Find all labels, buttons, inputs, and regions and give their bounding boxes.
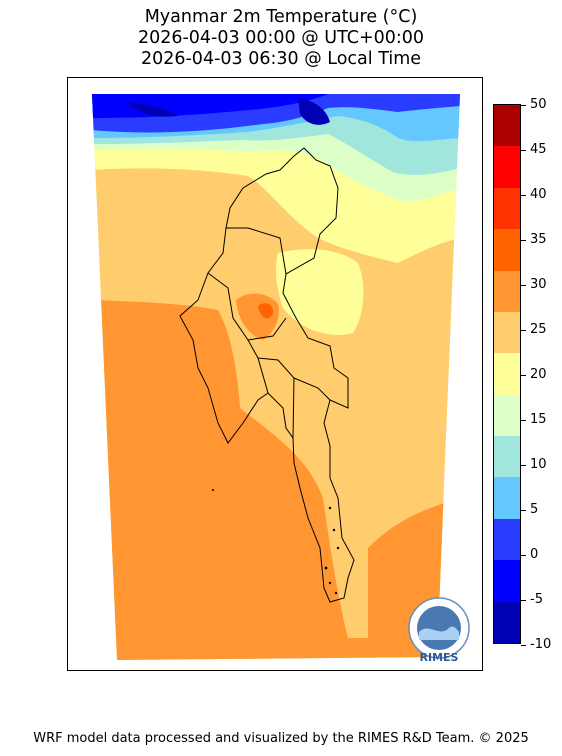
colorbar-tick-label: 10	[530, 456, 547, 472]
region-line-east	[293, 377, 331, 401]
island-markers	[212, 489, 340, 595]
title-line-utc-time: 2026-04-03 00:00 @ UTC+00:00	[137, 28, 425, 48]
map-title: Myanmar 2m Temperature (°C) 2026-04-03 0…	[0, 7, 562, 70]
admin-boundaries	[179, 147, 355, 603]
title-line-local-time: 2026-04-03 06:30 @ Local Time	[140, 49, 422, 69]
temp-zone-30-35-ocean	[92, 300, 460, 660]
colorbar-tick	[521, 194, 526, 196]
colorbar-tick-label: 20	[530, 366, 547, 382]
colorbar-tick	[521, 239, 526, 241]
region-line-south	[257, 357, 295, 439]
rimes-logo: RIMES	[408, 597, 470, 664]
region-line-north	[226, 227, 287, 275]
temp-zone-minus10-minus5-west	[128, 102, 178, 117]
colorbar-bin	[494, 353, 520, 395]
colorbar-tick	[521, 284, 526, 286]
map-panel: RIMES	[67, 77, 483, 671]
colorbar-tick	[521, 419, 526, 421]
colorbar-tick	[521, 509, 526, 511]
colorbar-tick-label: -10	[530, 636, 552, 652]
colorbar-tick	[521, 149, 526, 151]
colorbar-bin	[494, 518, 520, 561]
colorbar-bin	[494, 394, 520, 437]
temperature-map: RIMES	[92, 94, 470, 664]
colorbar-bin	[494, 560, 520, 602]
colorbar-bin	[494, 601, 520, 643]
colorbar-bin	[494, 477, 520, 519]
myanmar-border	[179, 147, 355, 603]
colorbar-bin	[494, 311, 520, 354]
colorbar-tick	[521, 599, 526, 601]
temp-zone-20-25-east	[275, 249, 364, 336]
colorbar-tick	[521, 104, 526, 106]
rimes-logo-text: RIMES	[420, 651, 459, 664]
colorbar-tick-label: 15	[530, 411, 547, 427]
colorbar-tick-label: 40	[530, 186, 547, 202]
colorbar-tick-label: 30	[530, 276, 547, 292]
colorbar-bin	[494, 187, 520, 230]
colorbar-tick	[521, 329, 526, 331]
title-line-parameter: Myanmar 2m Temperature (°C)	[144, 7, 418, 27]
colorbar-bin	[494, 105, 520, 147]
colorbar-tick-label: 5	[530, 501, 539, 517]
temp-zone-minus10-minus5	[298, 98, 330, 125]
colorbar-tick-label: 0	[530, 546, 539, 562]
colorbar-tick	[521, 464, 526, 466]
colorbar-bin	[494, 229, 520, 271]
colorbar-bin	[494, 146, 520, 188]
temp-zone-35-40-interior	[258, 303, 274, 319]
footer-credit: WRF model data processed and visualized …	[33, 731, 529, 746]
colorbar-tick-label: 35	[530, 231, 547, 247]
colorbar-tick	[521, 374, 526, 376]
colorbar-tick-label: -5	[530, 591, 543, 607]
colorbar-tick-label: 25	[530, 321, 547, 337]
colorbar-tick-label: 50	[530, 96, 547, 112]
colorbar-tick	[521, 644, 526, 646]
region-line-west	[207, 272, 269, 394]
colorbar-tick-label: 45	[530, 141, 547, 157]
colorbar-bin	[494, 270, 520, 312]
colorbar-bin	[494, 436, 520, 478]
region-line-central	[247, 317, 287, 341]
colorbar-tick	[521, 554, 526, 556]
colorbar	[493, 104, 521, 644]
